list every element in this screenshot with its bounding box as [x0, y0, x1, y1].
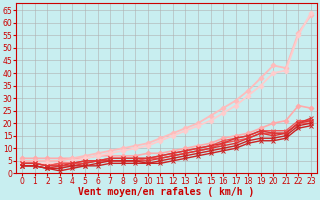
- X-axis label: Vent moyen/en rafales ( km/h ): Vent moyen/en rafales ( km/h ): [78, 187, 255, 197]
